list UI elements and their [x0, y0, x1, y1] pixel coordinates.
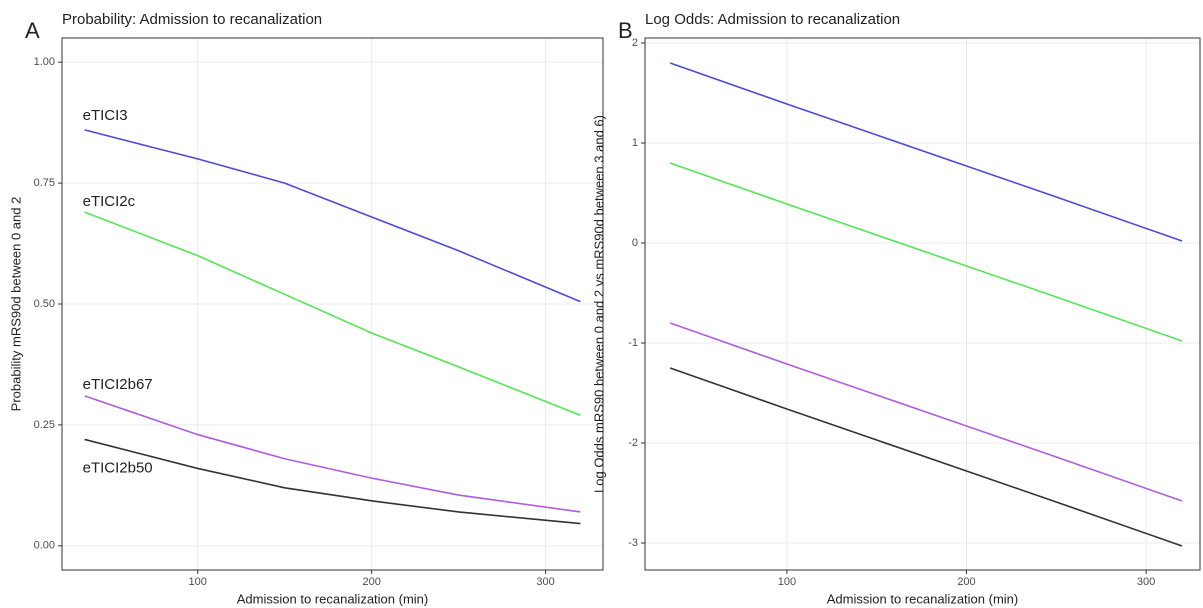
y-tick-label: -3	[628, 537, 638, 549]
series-label: eTICI3	[83, 107, 128, 124]
x-axis-title: Admission to recanalization (min)	[237, 591, 428, 606]
y-tick-label: 0.25	[34, 419, 55, 431]
series-line	[84, 438, 581, 525]
x-tick-label: 300	[1137, 576, 1155, 588]
series-line	[669, 367, 1183, 547]
y-tick-label: -1	[628, 337, 638, 349]
series-label: eTICI2b50	[83, 459, 153, 476]
x-tick-label: 100	[778, 576, 796, 588]
y-axis-title: Log Odds mRS90 between 0 and 2 vs mRS90d…	[591, 115, 606, 493]
series-line	[84, 129, 581, 303]
series-label: eTICI2c	[83, 193, 136, 210]
y-tick-label: 0.75	[34, 177, 55, 189]
series-line	[669, 62, 1183, 242]
x-axis-title: Admission to recanalization (min)	[827, 591, 1018, 606]
chart-title: Probability: Admission to recanalization	[62, 11, 322, 28]
y-tick-label: 1.00	[34, 56, 55, 68]
y-axis-title: Probability mRS90d between 0 and 2	[8, 197, 23, 412]
panel-letter: B	[618, 18, 633, 43]
series-label: eTICI2b67	[83, 376, 153, 393]
series-line	[84, 395, 581, 513]
y-tick-label: 0.00	[34, 540, 55, 552]
x-tick-label: 200	[362, 576, 380, 588]
x-tick-label: 300	[536, 576, 554, 588]
series-line	[84, 211, 581, 416]
plot-border	[61, 37, 604, 571]
y-tick-label: 1	[632, 137, 638, 149]
y-tick-label: 0	[632, 237, 638, 249]
y-tick-label: 2	[632, 37, 638, 49]
y-tick-label: -2	[628, 437, 638, 449]
y-tick-label: 0.50	[34, 298, 55, 310]
plot-border	[644, 37, 1201, 571]
x-tick-label: 200	[957, 576, 975, 588]
chart-title: Log Odds: Admission to recanalization	[645, 11, 900, 28]
plot-area	[645, 38, 1200, 570]
x-tick-label: 100	[189, 576, 207, 588]
series-line	[669, 162, 1183, 342]
series-line	[669, 322, 1183, 502]
panel-letter: A	[25, 18, 40, 43]
